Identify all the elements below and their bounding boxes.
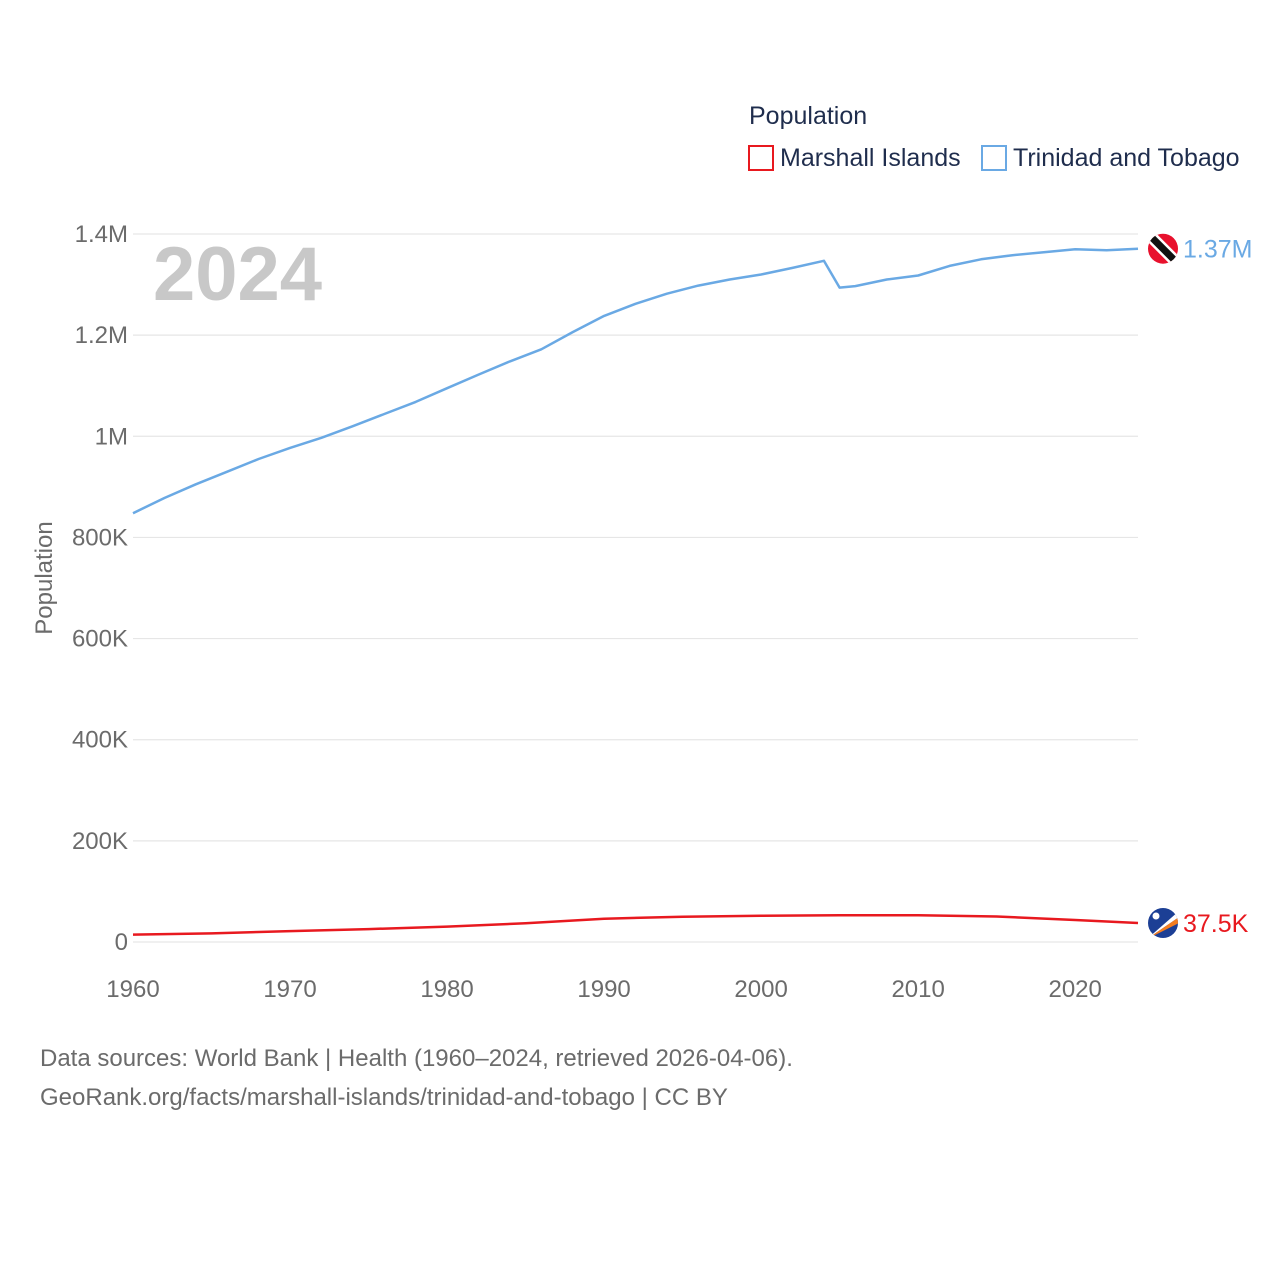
trinidad-and-tobago-end-value: 1.37M (1183, 236, 1252, 264)
data-source-text: Data sources: World Bank | Health (1960–… (40, 1045, 793, 1072)
gridlines (133, 233, 1138, 943)
legend-label-marshall-islands: Marshall Islands (780, 144, 961, 172)
legend-swatch-trinidad-and-tobago (981, 145, 1007, 171)
trinidad-and-tobago-flag-icon (1148, 233, 1178, 264)
x-tick-label: 1960 (106, 976, 159, 1003)
legend-item-trinidad-and-tobago[interactable]: Trinidad and Tobago (981, 144, 1240, 172)
source-url-text[interactable]: GeoRank.org/facts/marshall-islands/trini… (40, 1084, 728, 1111)
y-axis-ticks: 0 200K 400K 600K 800K 1M 1.2M 1.4M (72, 221, 128, 956)
x-tick-label: 1990 (577, 976, 630, 1003)
y-axis-title: Population (31, 521, 58, 634)
marshall-islands-flag-icon (1148, 908, 1178, 938)
y-tick-label: 400K (72, 727, 128, 754)
y-tick-label: 1.4M (75, 221, 128, 248)
legend: Population Marshall Islands Trinidad and… (748, 102, 1240, 172)
current-year-label: 2024 (153, 232, 322, 317)
legend-item-marshall-islands[interactable]: Marshall Islands (748, 144, 961, 172)
marshall-islands-line[interactable] (132, 913, 1139, 936)
legend-swatch-marshall-islands (748, 145, 774, 171)
y-tick-label: 0 (115, 929, 128, 956)
y-tick-label: 1M (95, 423, 128, 450)
legend-label-trinidad-and-tobago: Trinidad and Tobago (1013, 144, 1240, 172)
y-tick-label: 1.2M (75, 322, 128, 349)
x-tick-label: 2000 (734, 976, 787, 1003)
y-tick-label: 800K (72, 524, 128, 551)
y-tick-label: 600K (72, 626, 128, 653)
x-tick-label: 2020 (1048, 976, 1101, 1003)
legend-title: Population (749, 102, 867, 130)
x-tick-label: 1970 (263, 976, 316, 1003)
series-layer (132, 247, 1139, 936)
x-tick-label: 2010 (891, 976, 944, 1003)
x-tick-label: 1980 (420, 976, 473, 1003)
x-axis-ticks: 1960 1970 1980 1990 2000 2010 2020 (106, 976, 1102, 1003)
marshall-islands-end-value: 37.5K (1183, 910, 1249, 938)
y-tick-label: 200K (72, 828, 128, 855)
trinidad-and-tobago-line[interactable] (132, 247, 1139, 515)
